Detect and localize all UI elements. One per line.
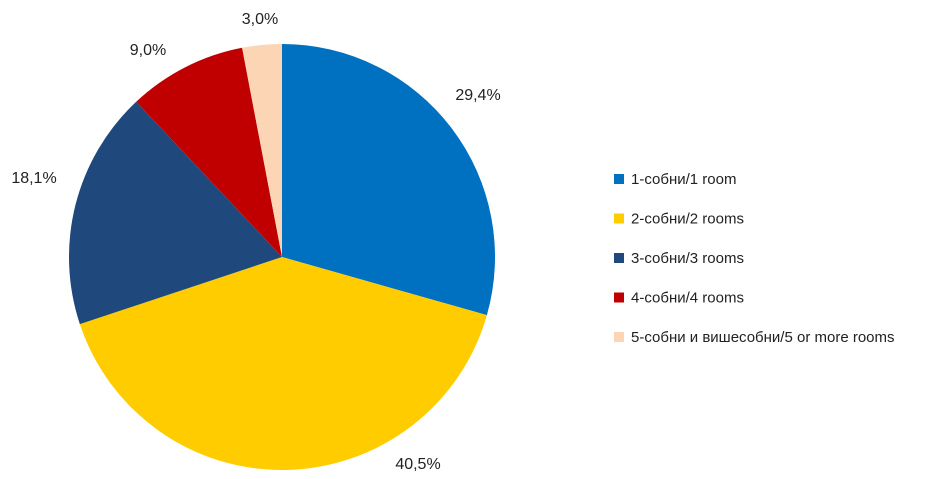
slice-value-label: 18,1% bbox=[11, 170, 56, 187]
pie-slice bbox=[242, 44, 282, 257]
slice-value-label: 40,5% bbox=[395, 456, 440, 473]
pie-slice bbox=[68, 101, 282, 325]
pie-slice bbox=[79, 257, 487, 471]
pie-slices bbox=[68, 44, 495, 471]
slice-value-label: 29,4% bbox=[455, 87, 500, 104]
legend-label: 4-собни/4 rooms bbox=[631, 290, 744, 307]
legend-swatch bbox=[614, 292, 624, 303]
slice-value-label: 9,0% bbox=[130, 42, 166, 59]
legend: 1-собни/1 room 2-собни/2 rooms 3-собни/3 r… bbox=[614, 171, 895, 346]
legend-label: 1-собни/1 room bbox=[631, 171, 736, 188]
legend-swatch bbox=[614, 174, 624, 184]
pie-slice bbox=[282, 44, 495, 316]
slice-value-label: 3,0% bbox=[242, 11, 278, 28]
pie-slice bbox=[136, 47, 282, 257]
legend-swatch bbox=[614, 332, 624, 342]
legend-label: 2-собни/2 rooms bbox=[631, 211, 744, 228]
pie-value-labels: 29,4% 40,5% 18,1% 9,0% 3,0% bbox=[11, 11, 500, 473]
legend-label: 3-собни/3 rooms bbox=[631, 250, 744, 267]
legend-label: 5-собни и вишесобни/5 or more rooms bbox=[631, 329, 895, 346]
legend-swatch bbox=[614, 213, 624, 224]
legend-swatch bbox=[614, 253, 624, 263]
